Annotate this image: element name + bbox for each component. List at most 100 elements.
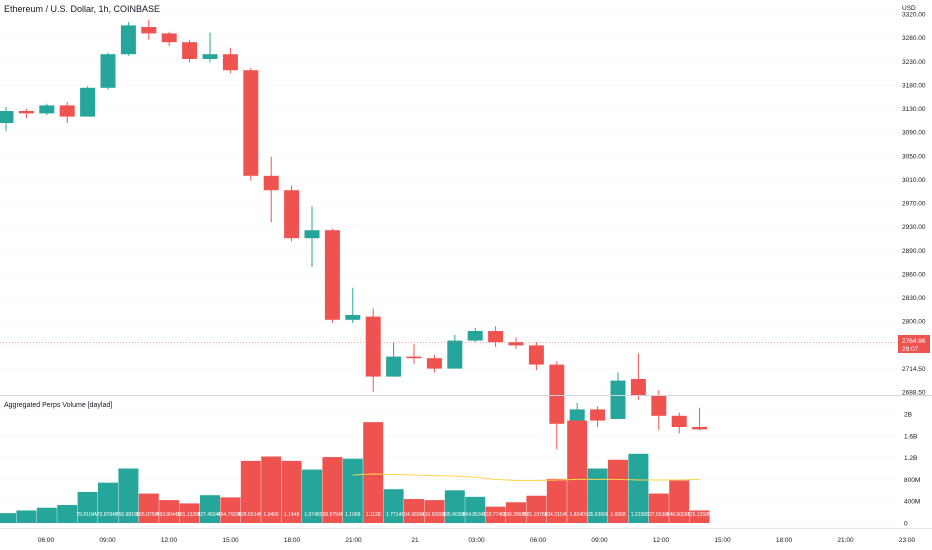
candle-body <box>467 331 483 341</box>
volume-bar <box>200 495 220 523</box>
candle-body <box>528 345 544 365</box>
candle-body <box>202 54 218 59</box>
volume-value-label: 756.9816M <box>116 512 141 518</box>
price-tick-label: 2714.50 <box>902 366 926 373</box>
candle-body <box>141 27 157 34</box>
candle-body <box>447 340 463 369</box>
volume-bar <box>220 497 241 523</box>
volume-value-label: 427.4634M <box>197 512 222 518</box>
price-tick-label: 3320.00 <box>902 12 926 19</box>
volume-value-label: 1.0406 <box>264 512 280 518</box>
volume-value-label: 725.1258M <box>687 512 712 518</box>
price-tick-label: 2930.00 <box>902 224 926 231</box>
volume-ma-line <box>352 473 700 481</box>
volume-bar <box>526 495 547 523</box>
volume-bar <box>118 468 139 523</box>
volume-bar <box>138 493 159 523</box>
candle-body <box>651 395 667 416</box>
candle-body <box>692 427 708 430</box>
candle-body <box>0 111 14 123</box>
candle-body <box>590 409 606 421</box>
candles-group <box>0 19 708 450</box>
time-tick-label: 12:00 <box>161 537 178 544</box>
time-tick-label: 18:00 <box>776 537 793 544</box>
time-tick-label: 03:00 <box>468 537 485 544</box>
time-tick-label: 15:00 <box>222 537 239 544</box>
volume-bar <box>77 491 98 523</box>
volume-value-label: 581.1976M <box>524 512 549 518</box>
volume-bar <box>424 500 445 523</box>
price-tick-label: 3180.00 <box>902 82 926 89</box>
candle-body <box>610 380 626 419</box>
candle-body <box>488 331 504 343</box>
candle-body <box>161 33 177 43</box>
price-tick-label: 3130.00 <box>902 106 926 113</box>
volume-bar <box>383 489 404 523</box>
price-tick-label: 2688.50 <box>902 390 926 397</box>
candle-body <box>671 415 687 427</box>
volume-value-label: 1.0748 <box>304 512 320 518</box>
volume-value-label: 1.0968 <box>610 512 626 518</box>
volume-tick-label: 400M <box>904 499 920 506</box>
symbol-title[interactable]: Ethereum / U.S. Dollar, 1h, COINBASE <box>4 4 160 14</box>
volume-value-label: 628.5514M <box>238 512 263 518</box>
candle-body <box>284 190 300 239</box>
price-axis[interactable]: 3320.00 3280.00 3230.00 3180.00 3130.00 3090.… <box>902 12 926 397</box>
candle-body <box>243 70 259 176</box>
volume-axis[interactable]: 2B 1.6B 1.2B 800M 400M 0 <box>904 412 920 528</box>
price-tick-label: 2970.00 <box>902 201 926 208</box>
volume-value-label: 464.7559M <box>218 512 243 518</box>
time-tick-label: 23:00 <box>899 537 916 544</box>
volume-value-label: 1.1448 <box>284 512 300 518</box>
volume-value-label: 585.0758M <box>136 512 161 518</box>
time-tick-label: 18:00 <box>284 537 301 544</box>
volume-bar <box>628 453 649 523</box>
time-axis[interactable]: 06:00 09:00 12:00 15:00 18:00 21:00 21 03:00 06:… <box>38 537 916 544</box>
volume-bar <box>506 502 526 523</box>
volume-value-label: 804.2114M <box>544 512 569 518</box>
volume-value-label: 1.8240 <box>570 512 586 518</box>
candle-body <box>80 87 96 117</box>
currency-label: USD <box>902 5 916 12</box>
time-tick-label: 09:00 <box>99 537 116 544</box>
candle-body <box>345 315 361 320</box>
candle-body <box>263 175 279 191</box>
time-tick-label: 06:00 <box>38 537 55 544</box>
candle-body <box>386 356 402 377</box>
time-tick-label: 06:00 <box>530 537 547 544</box>
volume-tick-label: 0 <box>904 521 908 528</box>
volume-bar <box>302 469 322 523</box>
volume-value-label: 846.5056M <box>667 512 692 518</box>
candle-body <box>18 111 34 114</box>
volume-pane-title[interactable]: Aggregated Perps Volume [daylad] <box>4 402 112 409</box>
time-tick-label: 12:00 <box>653 537 670 544</box>
volume-bar <box>608 459 628 523</box>
volume-bar <box>98 482 118 523</box>
volume-bar <box>261 456 282 523</box>
time-tick-label: 21:00 <box>345 537 362 544</box>
volume-bar <box>179 503 200 523</box>
volume-value-label: 1.1128 <box>366 512 381 518</box>
volume-value-label: 837.6536M <box>646 512 671 518</box>
volume-value-label: 504.9836M <box>401 512 426 518</box>
chart-grid <box>0 13 898 524</box>
candle-body <box>222 54 238 71</box>
time-tick-label: 09:00 <box>591 537 608 544</box>
candle-body <box>630 379 646 395</box>
volume-bar <box>485 506 506 523</box>
volume-value-label: 1.2238 <box>631 512 647 518</box>
candle-body <box>426 358 442 369</box>
price-tick-label: 2830.00 <box>902 295 926 302</box>
volume-value-label: 333.7748M <box>483 512 508 518</box>
price-tick-label: 3010.00 <box>902 177 926 184</box>
volume-value-label: 281.1326M <box>177 512 202 518</box>
candle-body <box>39 105 55 114</box>
volume-bar <box>57 505 78 523</box>
price-tick-label: 2800.00 <box>902 319 926 326</box>
candle-body <box>100 54 116 88</box>
volume-tick-label: 800M <box>904 477 920 484</box>
volume-bar <box>587 468 608 523</box>
volume-value-label: 956.6794M <box>320 512 345 518</box>
volume-bar <box>669 480 690 523</box>
